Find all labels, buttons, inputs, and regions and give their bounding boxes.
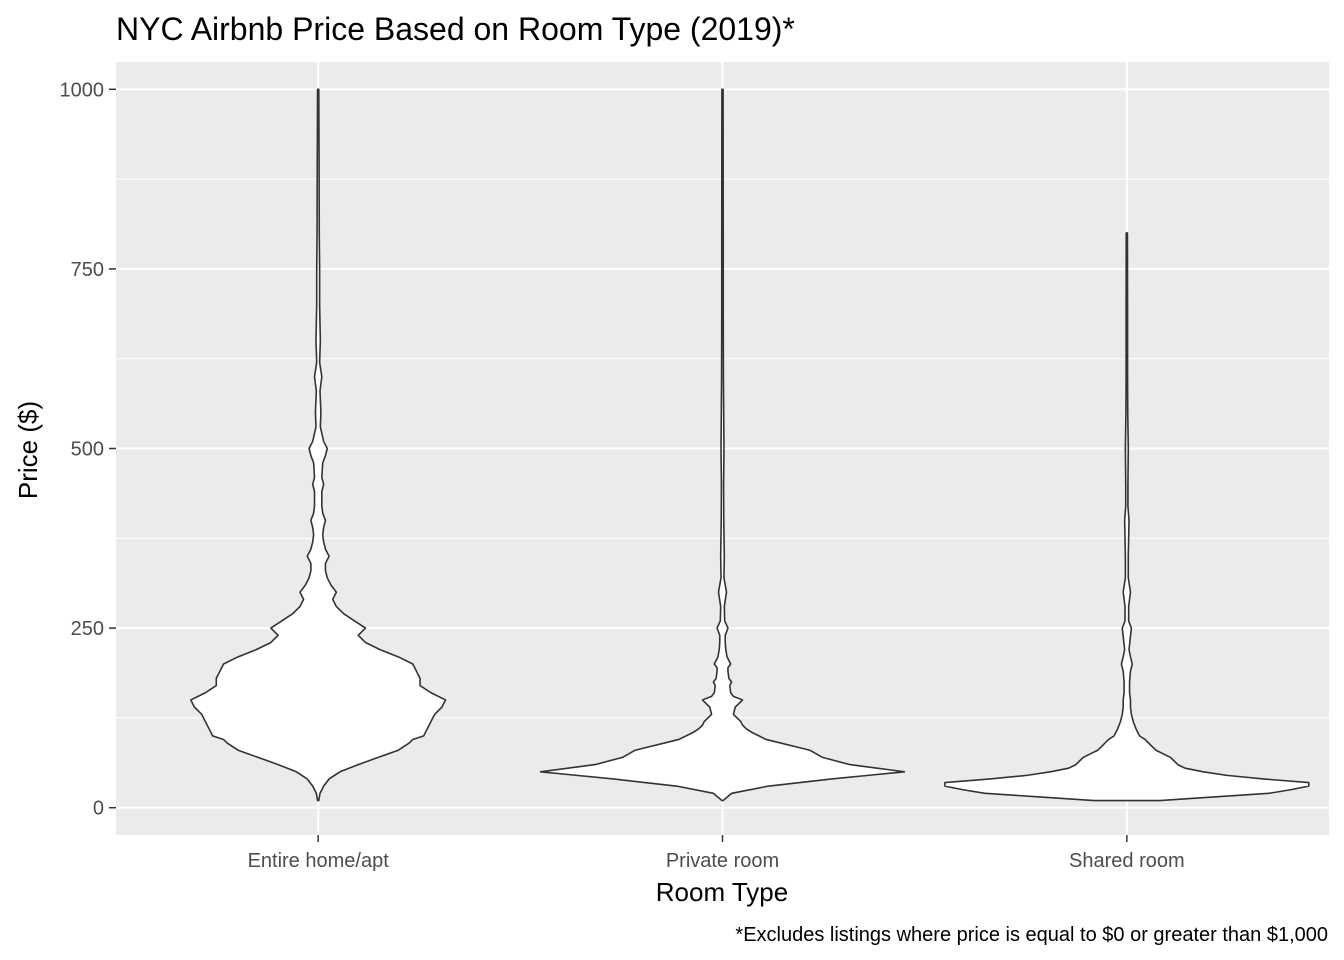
x-tick-label: Private room <box>666 850 779 872</box>
y-tick-label: 1000 <box>60 79 105 101</box>
y-tick-label: 250 <box>71 618 104 640</box>
violin-shared-room <box>944 232 1310 802</box>
y-axis: 0 250 500 750 1000 <box>60 79 116 820</box>
violins <box>190 88 1310 802</box>
y-tick-label: 750 <box>71 259 104 281</box>
chart-caption: *Excludes listings where price is equal … <box>735 924 1328 946</box>
violin-entire-home-apt <box>190 88 447 802</box>
chart-title: NYC Airbnb Price Based on Room Type (201… <box>116 11 795 47</box>
x-tick-label: Entire home/apt <box>248 850 390 872</box>
y-tick-label: 0 <box>93 798 104 820</box>
y-axis-title: Price ($) <box>13 401 43 499</box>
x-tick-label: Shared room <box>1069 850 1185 872</box>
x-axis: Entire home/apt Private room Shared room <box>248 835 1185 872</box>
x-axis-title: Room Type <box>656 877 788 907</box>
violin-private-room <box>539 88 906 802</box>
y-tick-label: 500 <box>71 439 104 461</box>
